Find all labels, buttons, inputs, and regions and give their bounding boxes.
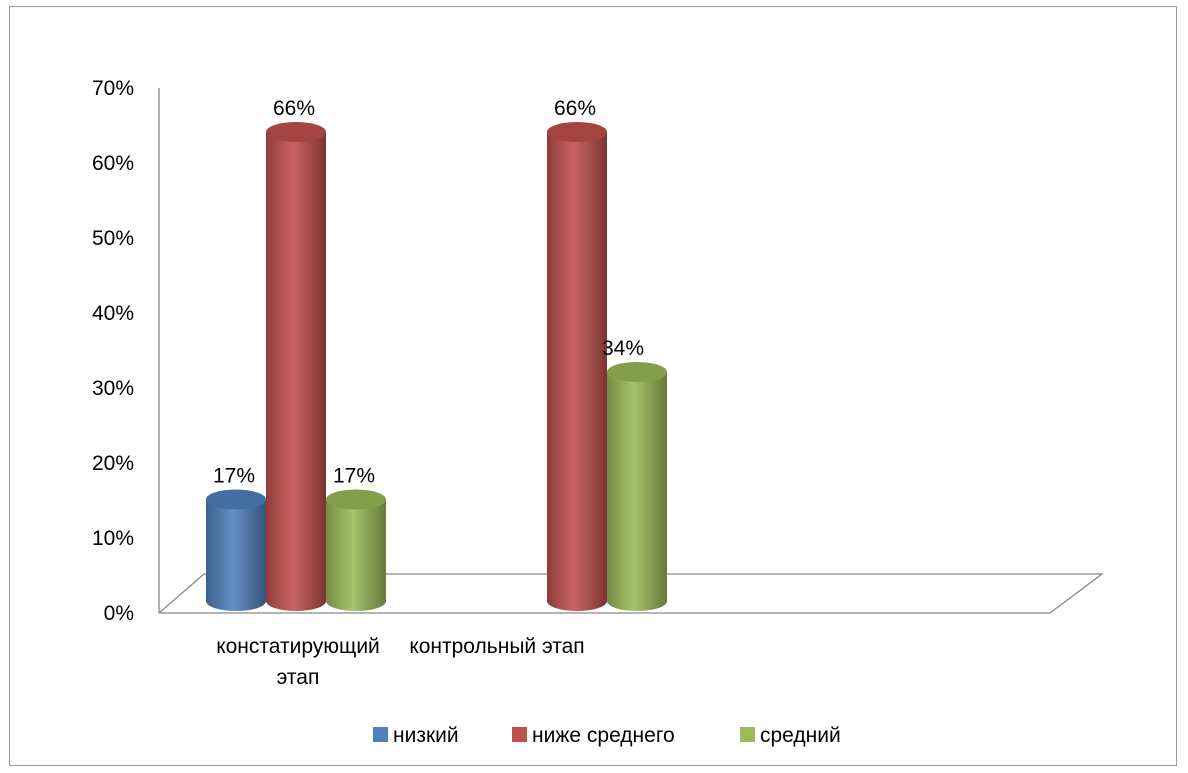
legend-swatch bbox=[740, 727, 755, 742]
y-tick-label: 60% bbox=[92, 152, 134, 175]
legend-item: ниже среднего bbox=[512, 724, 675, 747]
x-tick-label: констатирующий этап bbox=[216, 635, 380, 689]
y-tick-label: 40% bbox=[92, 302, 134, 325]
data-label: 17% bbox=[213, 465, 255, 488]
legend-label: низкий bbox=[393, 724, 459, 747]
chart-frame: 0% 10% 20% 30% 40% 50% 60% 70% констатирующий эта… bbox=[9, 6, 1177, 766]
y-tick-label: 10% bbox=[92, 527, 134, 550]
bar-1-0 bbox=[266, 122, 326, 611]
bar-1-1 bbox=[547, 122, 607, 611]
bar-2-0 bbox=[326, 489, 386, 611]
y-tick-label: 30% bbox=[92, 377, 134, 400]
chart-svg: 0% 10% 20% 30% 40% 50% 60% 70% констатирующий эта… bbox=[92, 77, 1104, 747]
x-tick-label: контрольный этап bbox=[409, 635, 584, 658]
bar-0-0 bbox=[206, 489, 266, 611]
data-label: 17% bbox=[333, 465, 375, 488]
legend-swatch bbox=[373, 727, 388, 742]
data-label: 34% bbox=[602, 337, 644, 360]
data-label: 66% bbox=[554, 97, 596, 120]
bar-2-1 bbox=[607, 362, 667, 611]
y-tick-label: 50% bbox=[92, 227, 134, 250]
y-tick-label: 0% bbox=[104, 602, 134, 625]
legend-item: средний bbox=[740, 724, 841, 747]
legend-label: ниже среднего bbox=[532, 724, 675, 747]
y-tick-label: 20% bbox=[92, 452, 134, 475]
legend-swatch bbox=[512, 727, 527, 742]
chart-floor bbox=[158, 573, 1104, 614]
legend-item: низкий bbox=[373, 724, 459, 747]
y-tick-label: 70% bbox=[92, 77, 134, 100]
legend-label: средний bbox=[760, 724, 841, 747]
data-label: 66% bbox=[273, 97, 315, 120]
